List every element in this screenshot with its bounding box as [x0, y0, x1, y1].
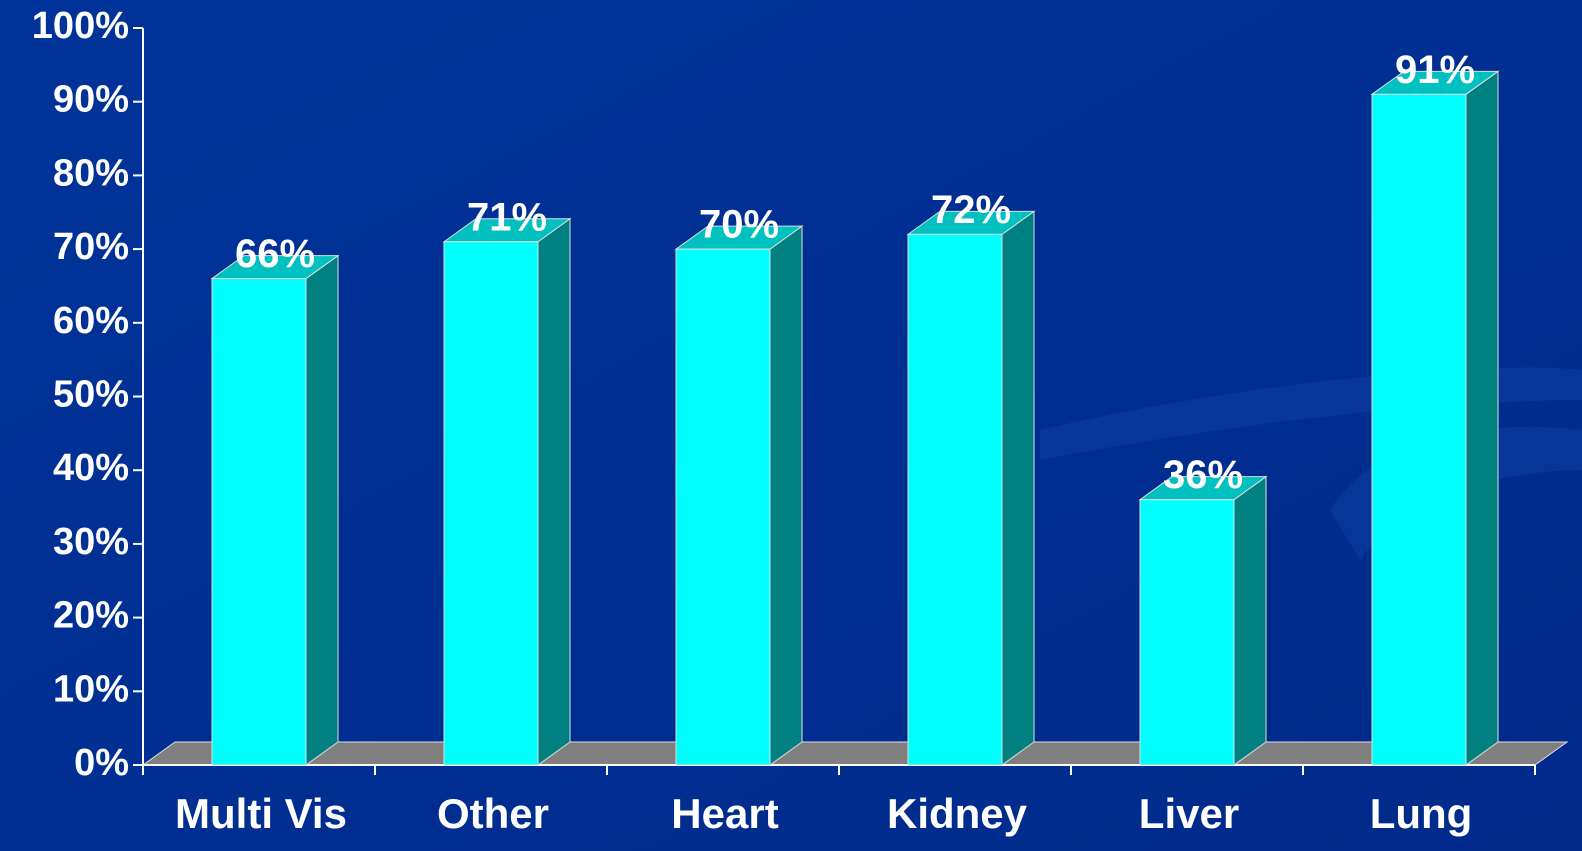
y-tick-label: 80%: [53, 152, 129, 194]
bar: [1139, 499, 1235, 766]
bar-side: [769, 225, 803, 766]
value-label: 36%: [1163, 453, 1243, 497]
bar: [1371, 93, 1467, 766]
value-label: 66%: [235, 232, 315, 276]
value-label: 72%: [931, 188, 1011, 232]
y-tick-label: 90%: [53, 79, 129, 121]
y-tick-label: 30%: [53, 521, 129, 563]
x-tick-label: Liver: [1139, 790, 1239, 837]
y-tick-label: 0%: [74, 742, 129, 784]
value-label: 70%: [699, 203, 779, 247]
bar-side: [1465, 70, 1499, 766]
y-tick-label: 10%: [53, 668, 129, 710]
y-tick-label: 50%: [53, 374, 129, 416]
bar-side: [1001, 210, 1035, 766]
y-tick-label: 70%: [53, 226, 129, 268]
bar-side: [1233, 475, 1267, 766]
y-tick-label: 60%: [53, 300, 129, 342]
x-tick-label: Other: [437, 790, 549, 837]
y-tick-label: 100%: [32, 5, 129, 47]
y-tick-label: 40%: [53, 447, 129, 489]
x-tick-label: Lung: [1370, 790, 1473, 837]
bar-side: [305, 254, 339, 766]
floor: [141, 741, 1569, 766]
x-tick-label: Multi Vis: [175, 790, 347, 837]
y-tick-label: 20%: [53, 595, 129, 637]
x-tick-label: Kidney: [887, 790, 1028, 837]
bar: [443, 241, 539, 766]
bar: [675, 248, 771, 766]
bar-side: [537, 217, 571, 766]
x-tick-label: Heart: [671, 790, 778, 837]
bar: [211, 278, 307, 766]
value-label: 91%: [1395, 48, 1475, 92]
bar: [907, 233, 1003, 766]
value-label: 71%: [467, 195, 547, 239]
